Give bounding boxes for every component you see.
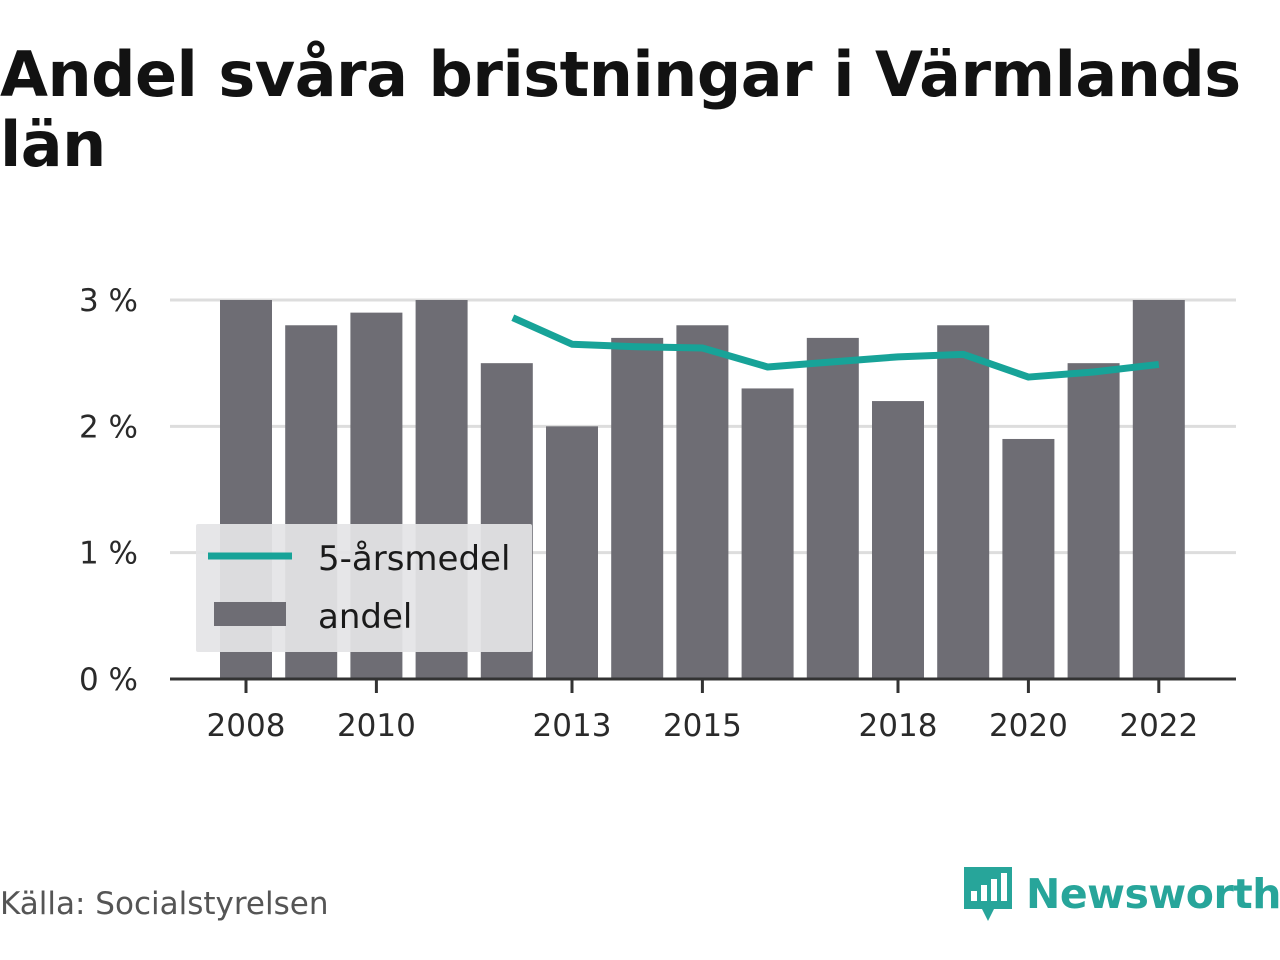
brand-name: Newsworthy bbox=[1026, 870, 1280, 918]
bar bbox=[806, 337, 859, 679]
y-tick-label: 0 % bbox=[79, 662, 138, 698]
bar bbox=[1067, 363, 1120, 679]
average-line bbox=[511, 314, 1160, 381]
x-tick-label: 2020 bbox=[989, 708, 1068, 744]
legend: 5-årsmedel andel bbox=[196, 524, 532, 652]
y-tick-label: 2 % bbox=[79, 409, 138, 445]
axes: 0 % 1 % 2 % 3 % 2008 2010 2013 2015 2018 2020 2022 bbox=[79, 283, 1236, 744]
bar bbox=[741, 388, 794, 679]
bar bbox=[872, 401, 924, 679]
x-tick-label: 2022 bbox=[1119, 708, 1198, 744]
bar bbox=[937, 325, 990, 679]
bar bbox=[1002, 438, 1055, 679]
newsworthy-logo-icon bbox=[964, 867, 1012, 921]
bar bbox=[611, 337, 664, 679]
legend-label-average: 5-årsmedel bbox=[318, 539, 510, 579]
x-tick-label: 2008 bbox=[207, 708, 286, 744]
source-note: Källa: Socialstyrelsen bbox=[0, 886, 329, 922]
legend-bar-swatch bbox=[214, 602, 286, 626]
x-tick-label: 2013 bbox=[533, 708, 612, 744]
y-tick-label: 3 % bbox=[79, 283, 138, 319]
x-tick-label: 2015 bbox=[663, 708, 742, 744]
x-tick-label: 2010 bbox=[337, 708, 416, 744]
x-tick-label: 2018 bbox=[859, 708, 938, 744]
legend-label-share: andel bbox=[318, 597, 412, 637]
y-tick-label: 1 % bbox=[79, 536, 138, 572]
chart-title: Andel svåra bristningar i Värmlands län bbox=[0, 38, 1241, 181]
brand-logo: Newsworthy bbox=[962, 862, 1280, 926]
bar bbox=[676, 325, 729, 679]
bar bbox=[546, 426, 598, 679]
average-line-path bbox=[511, 314, 1160, 381]
bar bbox=[1132, 300, 1185, 679]
